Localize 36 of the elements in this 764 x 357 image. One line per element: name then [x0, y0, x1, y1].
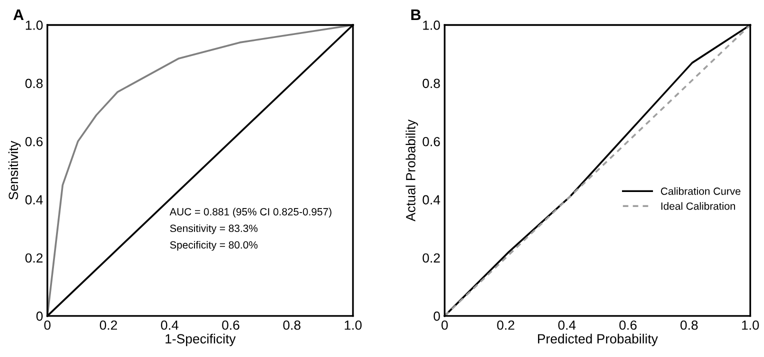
y-tick-label: 0.8 — [25, 78, 43, 88]
x-tick-label: 0 — [441, 320, 448, 330]
y-tick-label: 0.2 — [25, 253, 43, 263]
x-tick-label: 1.0 — [742, 320, 759, 330]
x-tick-label: 0.6 — [619, 320, 637, 330]
y-tick-label: 0.6 — [25, 136, 43, 146]
y-tick-label: 0.4 — [25, 195, 43, 204]
y-tick-label: 0.8 — [422, 78, 440, 88]
x-tick-label: 0 — [44, 320, 51, 330]
x-tick-label: 0.8 — [283, 320, 300, 330]
x-tick-label: 0.2 — [497, 320, 514, 330]
y-tick-label: 0 — [36, 312, 43, 321]
y-tick-label: 1.0 — [423, 20, 440, 30]
x-tick-label: 0.4 — [160, 320, 178, 330]
legend-label: Ideal Calibration — [661, 202, 736, 210]
chart-title: B — [411, 10, 421, 20]
y-tick-label: 1.0 — [26, 20, 43, 30]
x-tick-label: 0.4 — [558, 320, 576, 330]
chart-title: A — [13, 10, 24, 20]
y-tick-label: 0.6 — [422, 136, 440, 146]
y-axis-title: Sensitivity — [8, 140, 21, 200]
x-axis-title: Predicted Probability — [538, 334, 658, 346]
x-tick-label: 1.0 — [344, 320, 362, 330]
annotation: Specificity = 80.0% — [170, 240, 258, 251]
x-tick-label: 0.8 — [680, 320, 698, 330]
x-tick-label: 0.2 — [100, 320, 117, 330]
legend-label: Calibration Curve — [660, 187, 740, 195]
y-tick-label: 0.2 — [422, 253, 440, 263]
x-tick-label: 0.6 — [222, 320, 240, 330]
annotation: AUC = 0.881 (95% CI 0.825-0.957) — [170, 208, 332, 218]
line-series — [46, 24, 354, 317]
y-tick-label: 0.4 — [422, 195, 440, 204]
y-tick-label: 0 — [434, 312, 440, 321]
annotation: Sensitivity = 83.3% — [170, 224, 258, 234]
y-axis-title: Actual Probability — [406, 120, 418, 222]
x-axis-title: 1-Specificity — [166, 334, 236, 346]
